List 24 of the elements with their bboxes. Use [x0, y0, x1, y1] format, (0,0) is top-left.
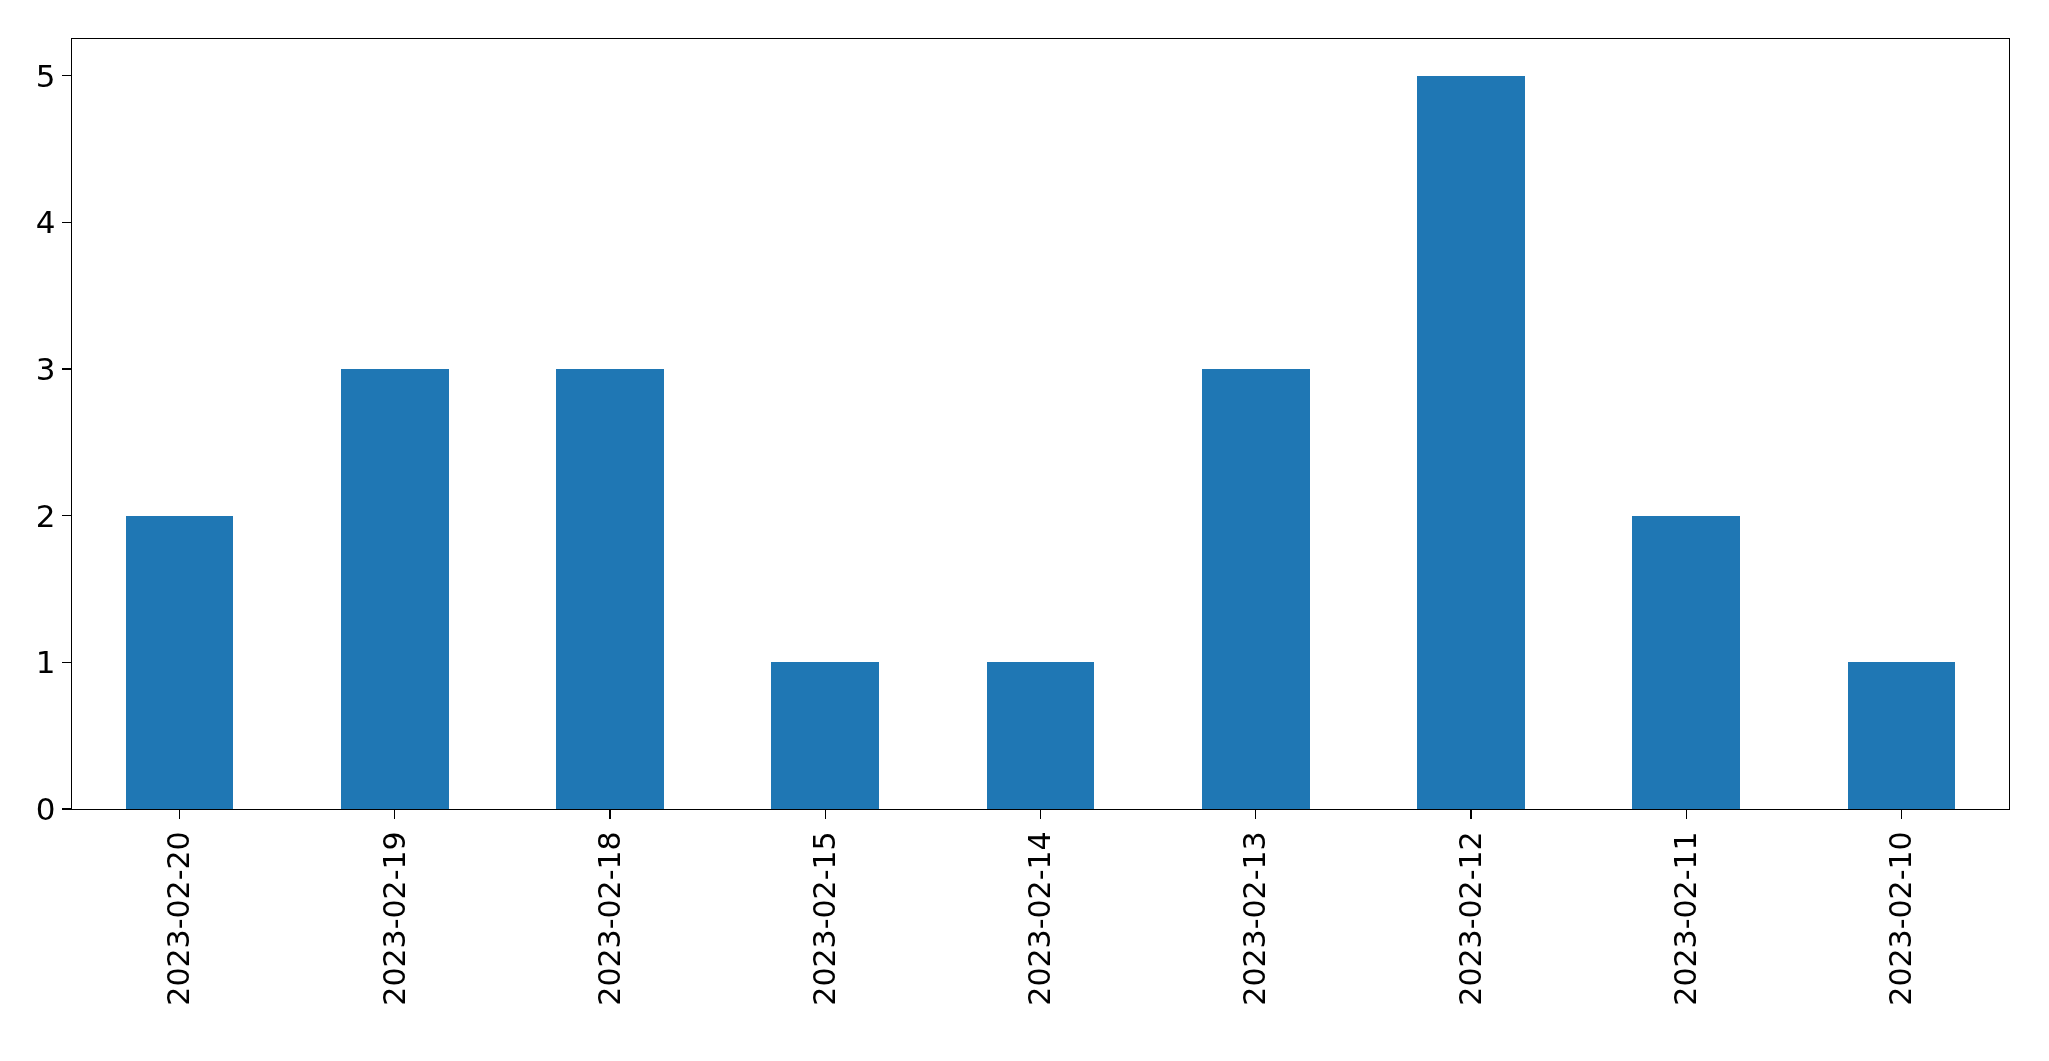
x-tick-label: 2023-02-19 [376, 831, 412, 1006]
bar [125, 515, 234, 809]
x-tick-label: 2023-02-14 [1022, 831, 1058, 1006]
y-tick-label: 0 [35, 790, 56, 827]
x-tick-label: 2023-02-15 [807, 831, 843, 1006]
x-tick-label: 2023-02-13 [1237, 831, 1273, 1006]
bar [1632, 515, 1740, 809]
bar [1201, 369, 1310, 809]
y-tick-label: 1 [35, 644, 56, 681]
x-tick-label: 2023-02-11 [1667, 831, 1703, 1006]
y-tick-label: 5 [35, 57, 56, 94]
bar [556, 369, 664, 809]
y-tick-label: 2 [35, 497, 56, 534]
bar [1417, 75, 1525, 809]
y-tick-label: 4 [35, 204, 56, 241]
x-tick-label: 2023-02-20 [161, 831, 197, 1006]
y-tick-label: 3 [35, 350, 56, 387]
bar [986, 662, 1095, 809]
bar [1847, 662, 1956, 809]
x-tick-label: 2023-02-18 [591, 831, 627, 1006]
bar [771, 662, 880, 809]
bar [341, 369, 449, 809]
x-tick-label: 2023-02-12 [1452, 831, 1488, 1006]
x-tick-label: 2023-02-10 [1883, 831, 1919, 1006]
